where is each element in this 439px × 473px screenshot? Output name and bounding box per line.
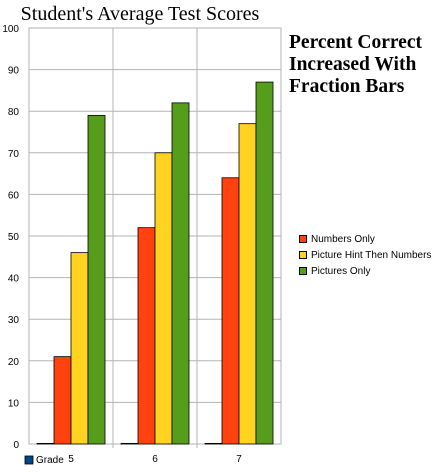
bars	[36, 81, 274, 445]
bar	[36, 442, 55, 445]
legend-label: Pictures Only	[311, 265, 371, 277]
legend-item: Numbers Only	[299, 231, 431, 247]
legend: Numbers Only Picture Hint Then Numbers Pic…	[299, 231, 431, 279]
y-tick-label: 30	[8, 315, 20, 326]
legend-label: Numbers Only	[311, 233, 375, 245]
x-tick-label: 6	[152, 454, 158, 465]
y-tick-label: 60	[8, 190, 20, 201]
grade-legend-swatch	[24, 455, 34, 465]
bar	[53, 356, 72, 445]
bar	[137, 227, 156, 445]
legend-swatch	[299, 251, 307, 259]
legend-swatch	[299, 267, 307, 275]
y-tick-label: 100	[2, 24, 19, 35]
y-tick-label: 80	[8, 107, 20, 118]
y-tick-label: 0	[13, 440, 19, 451]
chart-title: Student's Average Test Scores	[21, 3, 260, 25]
legend-item: Pictures Only	[299, 263, 431, 279]
y-tick-label: 50	[8, 232, 20, 243]
bar	[154, 152, 173, 445]
bar	[238, 123, 257, 445]
bar	[221, 177, 240, 445]
legend-label: Picture Hint Then Numbers	[311, 249, 432, 261]
y-tick-label: 90	[8, 66, 20, 77]
bar	[171, 102, 190, 445]
legend-swatch	[299, 235, 307, 243]
bar	[120, 442, 139, 445]
y-tick-label: 40	[8, 274, 20, 285]
y-tick-label: 20	[8, 357, 20, 368]
bar	[70, 252, 89, 445]
bar	[87, 114, 106, 445]
grade-legend-label: Grade	[36, 455, 64, 466]
tick-labels: 0 10 20 30 40 50 60 70 80 90 100 5 6 7 Grade	[2, 24, 242, 466]
x-tick-label: 7	[236, 454, 242, 465]
chart-annotation: Percent Correct Increased With Fraction …	[289, 32, 422, 97]
bar	[204, 442, 223, 445]
y-tick-label: 70	[8, 149, 20, 160]
bar	[255, 81, 274, 445]
x-tick-label: 5	[68, 454, 74, 465]
y-tick-label: 10	[8, 398, 20, 409]
legend-item: Picture Hint Then Numbers	[299, 247, 431, 263]
